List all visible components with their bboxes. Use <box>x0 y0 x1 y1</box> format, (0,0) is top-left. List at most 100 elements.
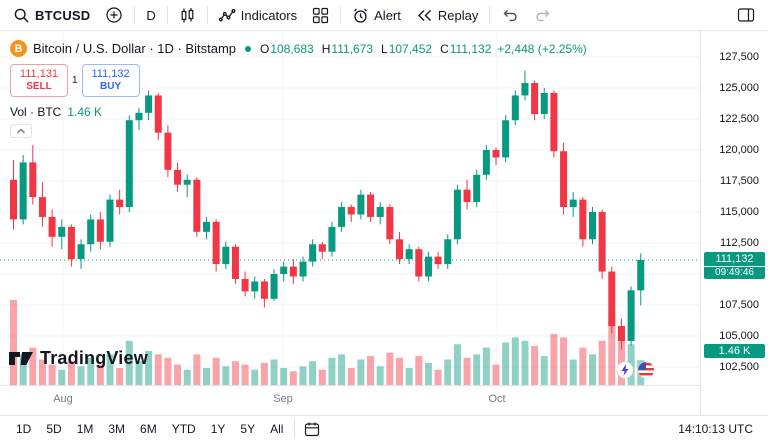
ohlc-values: O108,683 H111,673 L107,452 C111,132 <box>260 42 491 56</box>
open-letter: O <box>260 41 270 56</box>
price-axis[interactable]: 111,132 09:49:46 1.46 K 127,500 125,000 12… <box>700 31 768 415</box>
sell-price: 111,131 <box>19 68 59 80</box>
calendar-icon <box>304 421 320 437</box>
open-value: O108,683 <box>260 42 314 56</box>
range-button-1y[interactable]: 1Y <box>204 419 233 439</box>
range-button-3m[interactable]: 3M <box>101 419 132 439</box>
change-value: +2,448 (+2.25%) <box>497 41 587 56</box>
tradingview-watermark[interactable]: TradingView <box>8 347 148 369</box>
range-button-5d[interactable]: 5D <box>39 419 68 439</box>
toolbar-separator <box>166 6 168 24</box>
high-value: H111,673 <box>322 42 373 56</box>
lightning-bolt-icon[interactable] <box>616 361 634 379</box>
buy-button[interactable]: 111,132 BUY <box>81 64 140 97</box>
redo-arrow-icon <box>534 7 552 23</box>
chart-pane[interactable]: B Bitcoin / U.S. Dollar · 1D · Bitstamp … <box>0 31 700 385</box>
market-status-dot[interactable] <box>245 45 251 52</box>
low-letter: L <box>381 41 388 56</box>
range-button-1d[interactable]: 1D <box>9 419 38 439</box>
price-tick-label: 105,000 <box>719 330 759 342</box>
grid-layout-icon <box>312 7 329 24</box>
redo-button[interactable] <box>527 3 559 27</box>
price-tick-label: 102,500 <box>719 361 759 373</box>
replay-button[interactable]: Replay <box>409 3 485 27</box>
sell-button[interactable]: 111,131 SELL <box>10 64 68 97</box>
toolbar-separator <box>489 6 491 24</box>
bar-countdown-badge: 09:49:46 <box>704 267 765 279</box>
search-icon <box>13 7 30 24</box>
date-range-buttons: 1D 5D 1M 3M 6M YTD 1Y 5Y All <box>9 419 290 439</box>
spread-value: 1 <box>68 75 82 86</box>
toolbar-separator <box>294 420 296 438</box>
toolbar-separator <box>134 6 136 24</box>
alert-label: Alert <box>374 7 401 23</box>
replay-icon <box>416 7 433 24</box>
chevron-up-icon <box>16 128 26 135</box>
buy-sell-panel: 111,131 SELL 1 111,132 BUY <box>10 64 140 97</box>
toolbar-separator <box>340 6 342 24</box>
indicators-icon <box>218 7 236 24</box>
price-tick-label: 107,500 <box>719 299 759 311</box>
indicator-templates-button[interactable] <box>305 3 336 27</box>
watermark-text: TradingView <box>40 347 148 368</box>
bitcoin-logo-icon: B <box>10 40 27 57</box>
layout-manage-button[interactable] <box>730 3 762 27</box>
undo-button[interactable] <box>494 3 526 27</box>
close-number: 111,132 <box>449 41 492 56</box>
alert-button[interactable]: Alert <box>345 3 408 27</box>
window-icon <box>737 7 755 23</box>
price-tick-label: 125,000 <box>719 82 759 94</box>
undo-arrow-icon <box>501 7 519 23</box>
clock-utc-label[interactable]: 14:10:13 UTC <box>672 421 759 437</box>
volume-value: 1.46 K <box>67 105 103 119</box>
bottom-toolbar: 1D 5D 1M 3M 6M YTD 1Y 5Y All 14:10:13 UTC <box>0 415 768 442</box>
volume-badge: 1.46 K <box>704 344 765 358</box>
tradingview-logo-icon <box>8 347 34 369</box>
legend-title[interactable]: Bitcoin / U.S. Dollar · 1D · Bitstamp <box>33 41 236 56</box>
toolbar-separator <box>206 6 208 24</box>
indicators-label: Indicators <box>240 7 298 23</box>
candles-icon <box>179 7 196 24</box>
sell-label: SELL <box>26 81 52 92</box>
volume-label: Vol · BTC <box>10 105 62 119</box>
alarm-clock-icon <box>352 7 369 24</box>
buy-price: 111,132 <box>91 68 130 80</box>
price-tick-label: 120,000 <box>719 144 759 156</box>
candle-series <box>10 70 645 350</box>
buy-label: BUY <box>100 81 122 92</box>
candlestick-chart[interactable] <box>0 31 700 385</box>
usa-flag-icon[interactable] <box>637 361 655 379</box>
symbol-search-button[interactable]: BTCUSD <box>6 3 97 27</box>
close-letter: C <box>440 41 449 56</box>
price-tick-label: 115,000 <box>720 206 759 218</box>
time-axis[interactable]: Aug Sep Oct <box>0 385 700 415</box>
interval-button[interactable]: D <box>139 3 162 27</box>
range-button-all[interactable]: All <box>263 419 290 439</box>
high-letter: H <box>321 41 331 56</box>
price-tick-label: 122,500 <box>719 113 759 125</box>
range-button-ytd[interactable]: YTD <box>165 419 203 439</box>
collapse-legend-button[interactable] <box>10 124 32 138</box>
range-button-5y[interactable]: 5Y <box>233 419 262 439</box>
time-axis-label: Sep <box>273 393 293 405</box>
volume-series <box>10 300 645 385</box>
time-axis-label: Oct <box>488 393 506 405</box>
range-button-1m[interactable]: 1M <box>70 419 101 439</box>
low-number: 107,452 <box>388 41 433 56</box>
range-button-6m[interactable]: 6M <box>133 419 164 439</box>
quick-broker-icons <box>616 361 655 379</box>
symbol-label: BTCUSD <box>35 7 91 23</box>
chart-type-button[interactable] <box>172 3 203 27</box>
last-price-badge: 111,132 <box>704 252 765 266</box>
indicators-button[interactable]: Indicators <box>212 3 304 27</box>
replay-label: Replay <box>437 7 479 23</box>
plus-circle-icon <box>105 6 123 24</box>
price-tick-label: 112,500 <box>720 237 759 249</box>
go-to-date-button[interactable] <box>299 417 325 441</box>
open-number: 108,683 <box>270 41 314 56</box>
price-tick-label: 117,500 <box>720 175 759 187</box>
compare-add-symbol-button[interactable] <box>98 3 130 27</box>
volume-legend[interactable]: Vol · BTC 1.46 K <box>10 105 102 119</box>
symbol-legend[interactable]: B Bitcoin / U.S. Dollar · 1D · Bitstamp … <box>10 40 587 57</box>
